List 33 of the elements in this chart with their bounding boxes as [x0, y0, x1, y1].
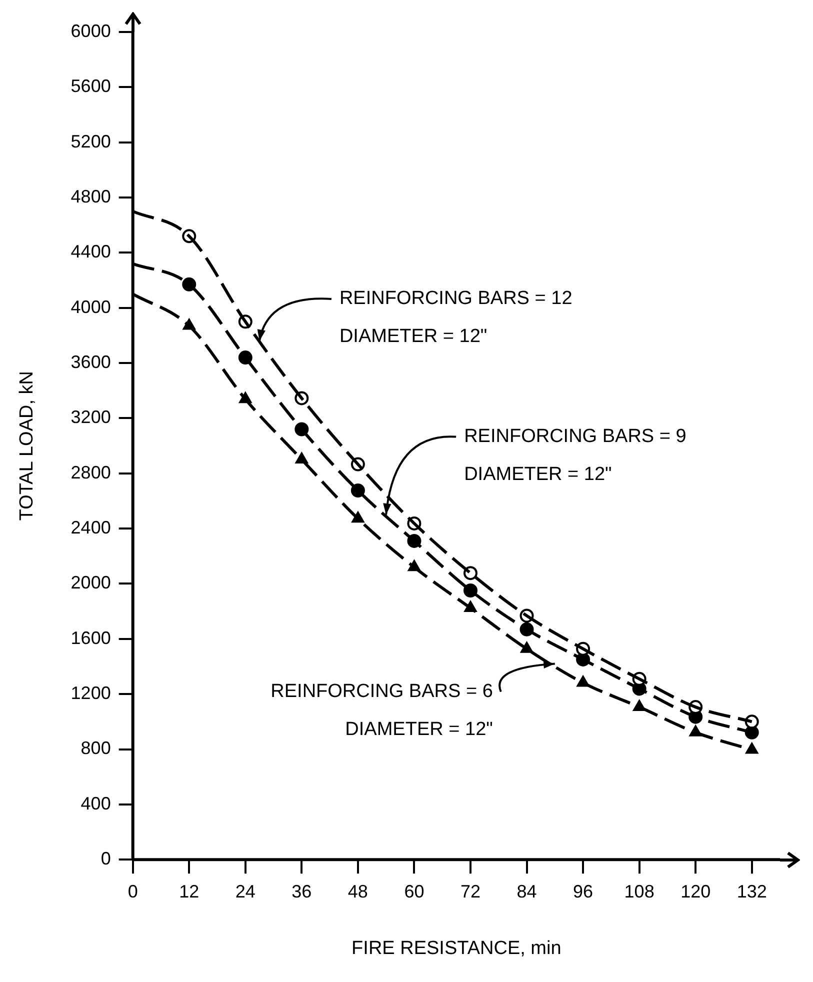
x-tick-label: 0	[128, 881, 138, 902]
x-tick-label: 36	[292, 881, 312, 902]
x-tick-label: 60	[404, 881, 424, 902]
y-tick-label: 2800	[70, 462, 111, 482]
y-tick-label: 5600	[70, 76, 111, 96]
x-tick-label: 24	[235, 881, 256, 902]
y-tick-label: 5200	[70, 131, 111, 152]
annotation: REINFORCING BARS = 12 DIAMETER = 12"	[339, 288, 572, 348]
y-tick-label: 3600	[70, 352, 111, 372]
x-tick-label: 132	[736, 881, 767, 902]
y-tick-label: 800	[80, 738, 111, 758]
x-tick-label: 84	[516, 881, 537, 902]
y-tick-label: 1200	[70, 683, 111, 704]
y-tick-label: 4000	[70, 296, 111, 317]
y-tick-label: 400	[80, 793, 111, 814]
y-tick-label: 3200	[70, 407, 111, 428]
x-tick-label: 12	[179, 881, 200, 902]
y-tick-label: 4800	[70, 186, 111, 206]
y-tick-label: 4400	[70, 242, 111, 262]
y-tick-label: 2400	[70, 518, 111, 538]
x-tick-label: 120	[680, 881, 711, 902]
x-tick-label: 48	[348, 881, 368, 902]
x-tick-label: 72	[460, 881, 481, 902]
x-tick-label: 96	[573, 881, 594, 902]
annotation: REINFORCING BARS = 9 DIAMETER = 12"	[464, 426, 686, 485]
y-tick-label: 6000	[70, 20, 111, 41]
x-axis-title: FIRE RESISTANCE, min	[352, 938, 562, 959]
x-tick-label: 108	[624, 881, 654, 902]
y-tick-label: 2000	[70, 572, 111, 593]
y-axis-title: TOTAL LOAD, kN	[16, 371, 38, 521]
y-tick-label: 0	[100, 848, 111, 869]
y-tick-label: 1600	[70, 628, 111, 648]
annotation: REINFORCING BARS = 6 DIAMETER = 12"	[270, 680, 493, 740]
